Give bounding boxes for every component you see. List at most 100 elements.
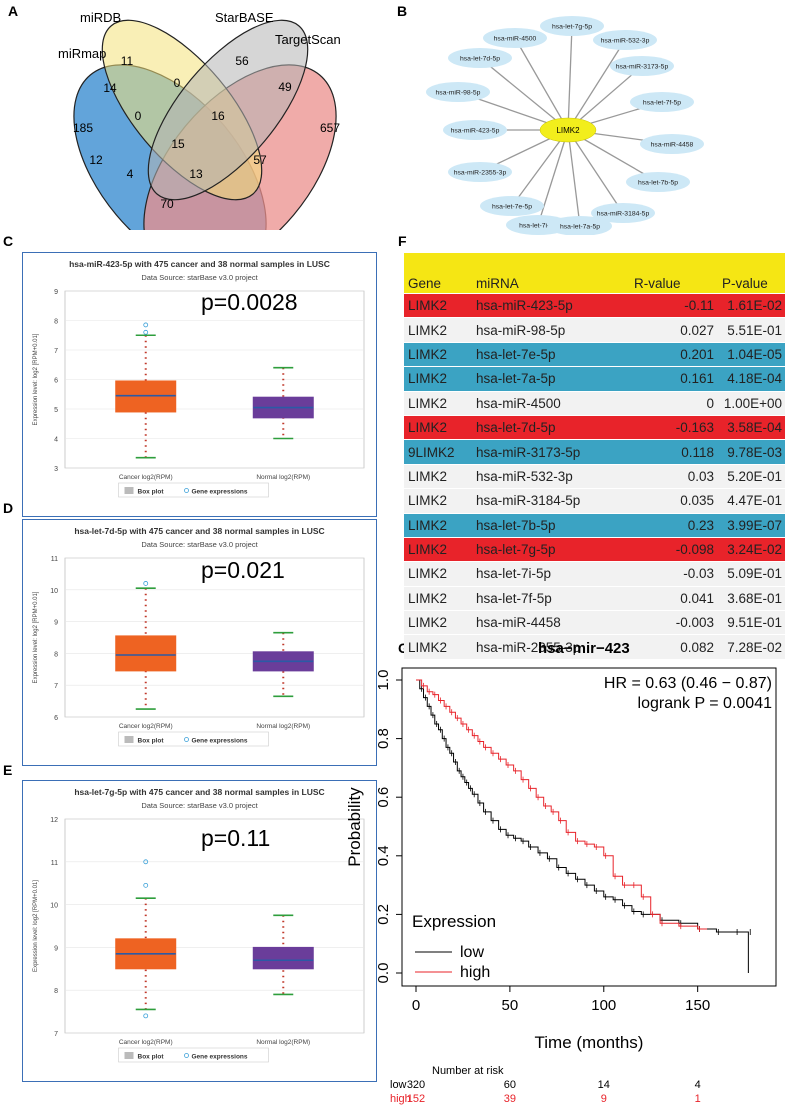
venn-label-mirdb: miRDB <box>80 10 121 25</box>
network-node <box>540 16 604 36</box>
cell-p: 1.61E-02 <box>718 293 785 319</box>
panel-label-b: B <box>397 3 408 19</box>
network-node <box>591 203 655 223</box>
cell-mirna: hsa-miR-4458 <box>472 610 630 636</box>
network-node-label: hsa-let-7d-5p <box>460 56 500 63</box>
x-tick-label: Normal log2(RPM) <box>256 474 310 481</box>
cell-r: 0.035 <box>630 488 718 514</box>
table-row: LIMK2 hsa-miR-4500 0 1.00E+00 <box>404 391 785 416</box>
network-node-label: hsa-let-7f-5p <box>643 100 681 107</box>
y-tick-label: 7 <box>54 1031 58 1038</box>
p-value: p=0.11 <box>201 825 271 851</box>
risk-value: 4 <box>695 1079 701 1091</box>
cell-mirna: hsa-miR-4500 <box>472 391 630 416</box>
network-edge <box>567 39 626 131</box>
boxplot-chart: 3 4 5 6 7 8 9 Expression level: log2 [RPM+0.01]… <box>33 289 365 498</box>
x-tick-label: 50 <box>502 997 519 1014</box>
venn-set-starbase <box>147 19 309 201</box>
venn-label-mirmap: miRmap <box>58 46 106 61</box>
legend-box <box>118 731 269 747</box>
legend-swatch <box>124 487 134 494</box>
table-row: LIMK2 hsa-miR-423-5p -0.11 1.61E-02 <box>404 293 785 319</box>
km-legend-low: low <box>460 944 484 961</box>
x-tick-label: Cancer log2(RPM) <box>119 723 173 730</box>
cell-p: 3.58E-04 <box>718 415 785 441</box>
venn-label-starbase: StarBASE <box>215 10 274 25</box>
cell-r: -0.098 <box>630 537 718 563</box>
x-tick-label: Cancer log2(RPM) <box>119 474 173 481</box>
panel-label-a: A <box>8 3 19 19</box>
cell-mirna: hsa-miR-98-5p <box>472 317 630 343</box>
x-tick-label: Normal log2(RPM) <box>256 1039 310 1046</box>
y-tick-label: 10 <box>50 903 58 910</box>
legend-swatch <box>184 488 189 493</box>
table-row: LIMK2 hsa-miR-4458 -0.003 9.51E-01 <box>404 610 785 636</box>
y-tick-label: 8 <box>54 651 58 658</box>
venn-count: 657 <box>320 121 340 135</box>
network-edge <box>514 37 569 131</box>
cell-mirna: hsa-let-7f-5p <box>472 586 630 612</box>
km-legend-high: high <box>460 964 490 981</box>
cell-r: 0.027 <box>630 317 718 343</box>
y-tick-label: 1.0 <box>375 670 392 691</box>
cell-r: 0.161 <box>630 366 718 392</box>
network-node <box>640 134 704 154</box>
cell-p: 3.68E-01 <box>718 586 785 612</box>
cell-p: 1.00E+00 <box>718 391 785 416</box>
cell-r: 0.082 <box>630 634 718 660</box>
network-diagram: hsa-let-7g-5p hsa-miR-4500 hsa-miR-532-3p h… <box>426 16 704 235</box>
venn-diagram: miRmap miRDB StarBASE TargetScan 185 11 … <box>58 10 341 230</box>
cell-gene: LIMK2 <box>404 317 472 343</box>
network-edge <box>567 129 624 214</box>
table-row: LIMK2 hsa-miR-3184-5p 0.035 4.47E-01 <box>404 488 785 514</box>
boxplot-source: Data Source: starBase v3.0 project <box>141 273 258 282</box>
network-node-label: hsa-miR-3173-5p <box>616 64 669 71</box>
cell-p: 3.24E-02 <box>718 537 785 563</box>
y-tick-label: 0.4 <box>375 845 392 866</box>
panel-label-d: D <box>3 500 14 516</box>
table-row: LIMK2 hsa-miR-532-3p 0.03 5.20E-01 <box>404 464 785 490</box>
table-row: LIMK2 hsa-let-7f-5p 0.041 3.68E-01 <box>404 586 785 612</box>
cell-gene: LIMK2 <box>404 391 472 416</box>
km-ylabel: Probability <box>345 787 364 867</box>
boxplot-panel-e: hsa-let-7g-5p with 475 cancer and 38 nor… <box>22 780 377 1082</box>
y-tick-label: 0.0 <box>375 963 392 984</box>
network-node-label: hsa-miR-4458 <box>651 142 694 149</box>
cell-r: 0.201 <box>630 342 718 368</box>
cell-mirna: hsa-miR-3173-5p <box>472 439 630 465</box>
cell-p: 5.20E-01 <box>718 464 785 490</box>
network-node <box>443 120 507 140</box>
network-node <box>548 216 612 235</box>
network-node-label: hsa-let-7a-5p <box>560 224 600 231</box>
boxplot-source: Data Source: starBase v3.0 project <box>141 540 258 549</box>
network-center-label: LIMK2 <box>556 126 580 135</box>
cell-gene: LIMK2 <box>404 561 472 587</box>
risk-table-title: Number at risk <box>432 1065 504 1077</box>
boxplot-panel-c: hsa-miR-423-5p with 475 cancer and 38 no… <box>22 252 377 517</box>
cell-r: -0.003 <box>630 610 718 636</box>
y-axis-label: Expression level: log2 [RPM+0.01] <box>33 880 39 972</box>
y-axis-label: Expression level: log2 [RPM+0.01] <box>33 333 39 425</box>
y-axis-label: Expression level: log2 [RPM+0.01] <box>33 591 39 683</box>
cell-gene: LIMK2 <box>404 610 472 636</box>
table-row: LIMK2 hsa-let-7g-5p -0.098 3.24E-02 <box>404 537 785 563</box>
legend-label: Gene expressions <box>192 738 248 745</box>
boxplot-chart: 6 7 8 9 10 11 Expression level: log2 [RPM+0.01… <box>33 556 365 747</box>
y-tick-label: 5 <box>54 407 58 414</box>
y-tick-label: 11 <box>51 860 58 867</box>
boxplot-source: Data Source: starBase v3.0 project <box>141 801 258 810</box>
legend-label: Gene expressions <box>192 1054 248 1061</box>
cell-mirna: hsa-miR-2355-3p <box>472 634 630 660</box>
cell-mirna: hsa-miR-3184-5p <box>472 488 630 514</box>
network-edge <box>479 57 569 131</box>
table-row: LIMK2 hsa-let-7i-5p -0.03 5.09E-01 <box>404 561 785 587</box>
table-row: 9LIMK2 hsa-miR-3173-5p 0.118 9.78E-03 <box>404 439 785 465</box>
table-header-row: Gene miRNA R-value P-value <box>404 253 785 294</box>
cell-gene: LIMK2 <box>404 464 472 490</box>
panel-label-g: G <box>398 640 409 656</box>
cell-mirna: hsa-miR-532-3p <box>472 464 630 490</box>
venn-label-targetscan: TargetScan <box>275 32 341 47</box>
outlier-point <box>143 322 149 328</box>
y-tick-label: 10 <box>50 588 58 595</box>
cell-p: 5.09E-01 <box>718 561 785 587</box>
